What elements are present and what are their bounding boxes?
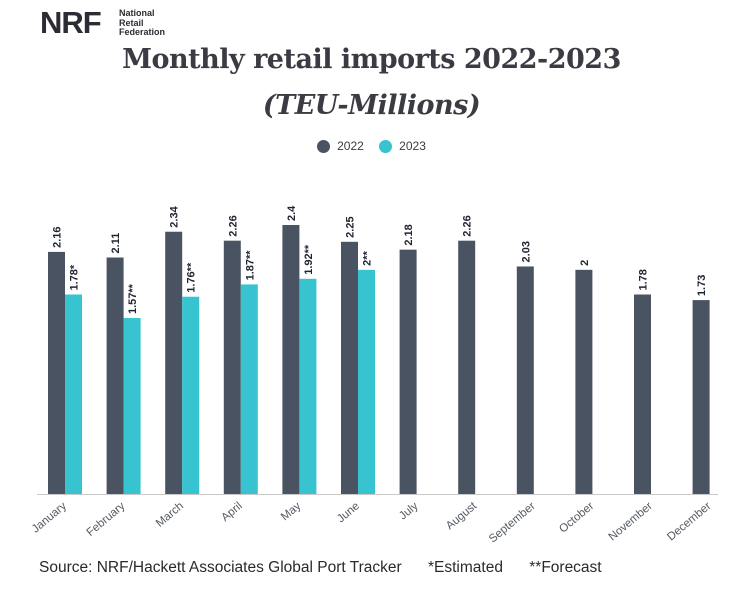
- data-label-2023-january: 1.78*: [69, 264, 81, 290]
- logo-mark: NRF: [40, 5, 102, 40]
- legend-label-2023: 2023: [399, 139, 426, 153]
- bar-2022-august: [458, 240, 476, 494]
- x-tick-label-august: August: [444, 500, 480, 533]
- data-label-2023-june: 2**: [362, 250, 374, 265]
- bar-2023-june: [358, 269, 375, 494]
- x-tick-label-june: June: [335, 500, 362, 525]
- logo-line-2: Retail: [119, 17, 144, 28]
- bar-2023-february: [123, 318, 141, 494]
- data-label-2022-october: 2: [579, 260, 591, 266]
- x-tick-label-march: March: [154, 500, 186, 530]
- data-label-2022-june: 2.25: [345, 216, 357, 237]
- bar-2022-april: [223, 240, 241, 494]
- logo-line-3: Federation: [119, 27, 166, 37]
- data-label-2022-july: 2.18: [403, 224, 415, 245]
- logo-line-1: National: [119, 8, 155, 18]
- legend-swatch-2023: [379, 139, 393, 153]
- data-label-2022-november: 1.78: [638, 269, 650, 290]
- chart-footer: Source: NRF/Hackett Associates Global Po…: [39, 559, 624, 577]
- legend-item-2023: 2023: [379, 139, 426, 153]
- data-label-2022-april: 2.26: [227, 215, 239, 236]
- legend-label-2022: 2022: [337, 139, 364, 153]
- estimated-note: *Estimated: [427, 559, 503, 576]
- x-tick-label-april: April: [219, 500, 244, 524]
- source-note: Source: NRF/Hackett Associates Global Po…: [39, 559, 402, 576]
- bar-2023-march: [182, 296, 200, 494]
- bar-2022-march: [165, 231, 183, 494]
- bar-2022-october: [575, 269, 593, 494]
- data-label-2022-march: 2.34: [169, 205, 181, 227]
- bar-2022-june: [341, 241, 358, 494]
- x-tick-label-september: September: [487, 500, 538, 545]
- data-label-2023-march: 1.76**: [186, 262, 198, 293]
- bar-2023-april: [240, 284, 258, 494]
- chart-legend: 2022 2023: [0, 139, 743, 156]
- x-tick-label-december: December: [665, 500, 713, 543]
- legend-item-2022: 2022: [317, 139, 364, 153]
- data-label-2023-february: 1.57**: [127, 283, 139, 314]
- logo-text: National Retail Federation: [119, 8, 166, 38]
- data-label-2023-april: 1.87**: [244, 250, 256, 281]
- data-label-2022-may: 2.4: [286, 205, 298, 221]
- bar-2022-february: [106, 257, 124, 494]
- bar-2022-november: [634, 294, 651, 494]
- data-label-2022-december: 1.73: [696, 275, 708, 296]
- bar-2023-may: [299, 278, 317, 494]
- data-label-2022-january: 2.16: [52, 226, 64, 247]
- x-tick-label-january: January: [30, 500, 69, 536]
- data-label-2022-september: 2.03: [520, 241, 532, 262]
- x-tick-label-november: November: [607, 500, 655, 543]
- x-tick-label-july: July: [397, 500, 421, 522]
- legend-swatch-2022: [317, 139, 331, 153]
- chart-subtitle: (TEU-Millions): [262, 90, 481, 121]
- chart-title: Monthly retail imports 2022-2023: [122, 44, 621, 75]
- data-label-2022-august: 2.26: [462, 215, 474, 236]
- data-label-2023-may: 1.92**: [303, 244, 315, 275]
- bar-2022-may: [282, 225, 300, 494]
- bar-2023-january: [65, 294, 82, 494]
- x-tick-label-may: May: [279, 500, 304, 523]
- x-tick-label-february: February: [85, 500, 128, 539]
- bar-2022-july: [399, 249, 417, 494]
- x-tick-label-october: October: [557, 500, 596, 536]
- bar-2022-january: [48, 251, 65, 494]
- bar-2022-december: [692, 300, 710, 494]
- data-label-2022-february: 2.11: [110, 233, 122, 254]
- bar-2022-september: [516, 266, 534, 494]
- forecast-note: **Forecast: [529, 559, 602, 576]
